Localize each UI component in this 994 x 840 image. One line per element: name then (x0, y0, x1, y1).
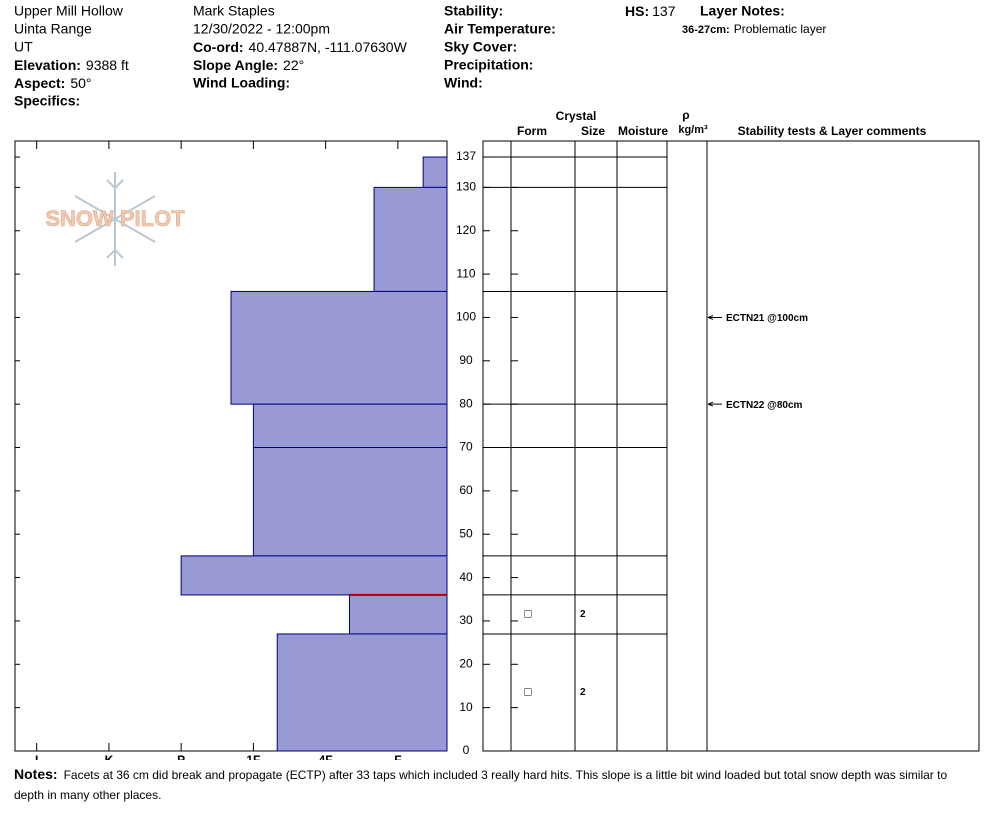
state: UT (14, 39, 33, 55)
y-tick-label: 120 (456, 223, 476, 237)
x-tick-label: F (394, 753, 401, 760)
y-tick-label: 50 (459, 526, 473, 540)
hardness-layer (252, 447, 448, 557)
notes-text: Facets at 36 cm did break and propagate … (14, 768, 948, 802)
test-label: ECTN21 @100cm (726, 313, 808, 324)
hs: HS: 137 (625, 3, 676, 19)
y-tick-label: 130 (456, 180, 476, 194)
logo (74, 172, 156, 266)
coord: Co-ord: 40.47887N, -111.07630W (193, 39, 408, 55)
observer: Mark Staples (193, 3, 275, 19)
wind: Wind: (444, 75, 483, 91)
x-tick-label: P (177, 753, 185, 760)
column-header: Form (517, 124, 547, 138)
table-frame (482, 140, 980, 752)
notes: Notes: Facets at 36 cm did break and prop… (14, 764, 979, 805)
location: Upper Mill Hollow (14, 3, 124, 19)
y-tick-label: 40 (459, 570, 473, 584)
column-header: Stability tests & Layer comments (738, 124, 927, 138)
column-header: Size (581, 124, 605, 138)
y-tick-label: 90 (459, 353, 473, 367)
label: Co-ord: (193, 39, 244, 55)
test-arrow (707, 401, 722, 407)
column-header: Moisture (618, 124, 668, 138)
value: 40.47887N, -111.07630W (249, 39, 408, 55)
label: Slope Angle: (193, 57, 278, 73)
x-tick-label: K (105, 753, 114, 760)
test-label: ECTN22 @80cm (726, 400, 803, 411)
logo-text: SNOW PILOT (45, 206, 185, 231)
slope: Slope Angle: 22° (193, 57, 304, 73)
text: Problematic layer (734, 22, 827, 36)
layer-note: 36-27cm: Problematic layer (682, 22, 826, 36)
label: Elevation: (14, 57, 81, 73)
hardness-layer (230, 290, 448, 405)
hardness-layer (348, 594, 448, 635)
grain-form: □ (524, 685, 531, 699)
stability: Stability: (444, 3, 503, 19)
layer-notes: Layer Notes: (700, 3, 785, 19)
value: 22° (283, 57, 304, 73)
y-tick-label: 0 (463, 743, 470, 757)
hardness-layer (373, 186, 448, 292)
label: HS: (625, 3, 649, 19)
hardness-layer (422, 156, 448, 188)
y-tick-label: 80 (459, 396, 473, 410)
value: 50° (70, 75, 91, 91)
column-header: ρ (682, 108, 689, 122)
sky-cover: Sky Cover: (444, 39, 517, 55)
hardness-layer (276, 633, 448, 752)
hardness-layer (180, 555, 448, 596)
x-tick-label: I (35, 753, 38, 760)
range: 36-27cm: (682, 24, 730, 36)
datetime: 12/30/2022 - 12:00pm (193, 21, 330, 37)
air-temperature: Air Temperature: (444, 21, 556, 37)
y-tick-label: 60 (459, 483, 473, 497)
table-columns (510, 141, 708, 751)
wind-loading: Wind Loading: (193, 75, 290, 91)
y-tick-label: 20 (459, 656, 473, 670)
range: Uinta Range (14, 21, 92, 37)
precipitation: Precipitation: (444, 57, 533, 73)
column-header: kg/m³ (678, 124, 708, 136)
y-tick-label: 10 (459, 700, 473, 714)
test-arrow (707, 314, 722, 320)
grain-size: 2 (580, 687, 586, 698)
aspect: Aspect: 50° (14, 75, 92, 91)
notes-label: Notes: (14, 766, 58, 782)
elevation: Elevation: 9388 ft (14, 57, 129, 73)
snow-profile: Upper Mill Hollow Uinta Range UT Elevati… (14, 3, 980, 760)
x-tick-label: 4F (319, 753, 333, 760)
y-tick-label: 30 (459, 613, 473, 627)
specifics: Specifics: (14, 93, 80, 109)
x-tick-label: 1F (246, 753, 260, 760)
value: 137 (652, 3, 676, 19)
column-header: Crystal (556, 109, 597, 123)
y-tick-label: 110 (456, 266, 475, 280)
grain-size: 2 (580, 609, 586, 620)
grain-form: □ (524, 607, 531, 621)
y-tick-label: 137 (456, 149, 476, 163)
label: Aspect: (14, 75, 65, 91)
hardness-layer (252, 403, 448, 449)
value: 9388 ft (86, 57, 129, 73)
y-tick-label: 70 (459, 440, 473, 454)
y-tick-label: 100 (456, 310, 476, 324)
